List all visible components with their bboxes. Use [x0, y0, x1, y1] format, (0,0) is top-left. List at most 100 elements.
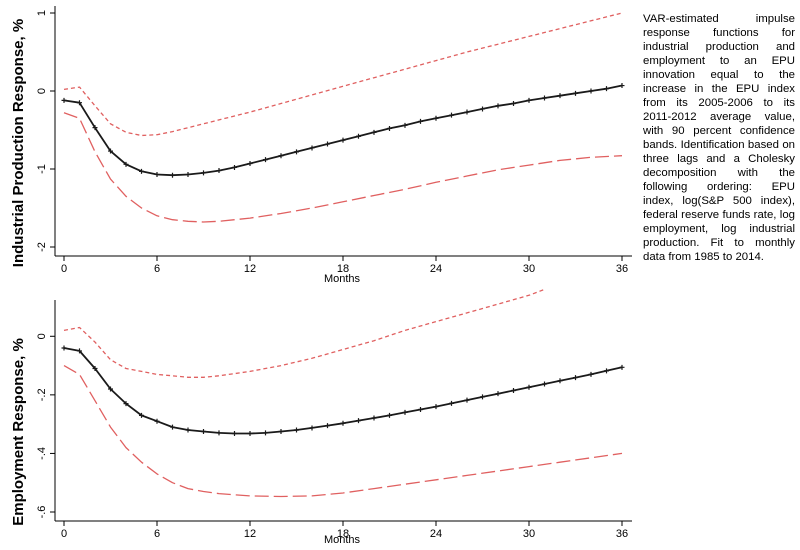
- x-tick-label: 30: [523, 263, 535, 275]
- estimate-point-marker: [573, 375, 578, 381]
- estimate-point-marker: [526, 384, 532, 390]
- estimate-point-marker: [201, 170, 206, 176]
- estimate-point-marker: [325, 141, 330, 147]
- estimate-point-marker: [108, 386, 113, 392]
- estimate-point-marker: [387, 125, 392, 131]
- estimate-point-marker: [309, 425, 315, 431]
- y-tick-label: -2: [36, 242, 48, 252]
- estimate-point-marker: [278, 153, 284, 159]
- employment-panel: Employment Response, % Months 0 -.2 -.4 -.6…: [10, 288, 632, 546]
- series-upper-band-line: [63, 288, 545, 378]
- y-tick-label: -.4: [36, 447, 48, 460]
- estimate-point-marker: [139, 412, 144, 418]
- y-tick-label: -.2: [36, 388, 48, 401]
- estimate-point-marker: [371, 415, 377, 421]
- estimate-point-marker: [402, 122, 408, 128]
- estimate-point-marker: [92, 125, 98, 131]
- estimate-point-marker: [170, 172, 175, 178]
- estimate-point-marker: [185, 427, 191, 433]
- x-tick-label: 18: [337, 528, 349, 540]
- estimate-point-marker: [371, 129, 377, 135]
- estimate-point-marker: [216, 168, 222, 174]
- estimate-point-marker: [325, 423, 330, 429]
- estimate-point-marker: [511, 100, 516, 106]
- estimate-point-marker: [433, 404, 439, 410]
- estimate-point-marker: [542, 95, 547, 101]
- estimate-point-marker: [170, 424, 175, 430]
- x-tick-label: 12: [244, 528, 256, 540]
- estimate-point-marker: [449, 112, 454, 118]
- estimate-point-marker: [356, 133, 361, 139]
- estimate-point-marker: [232, 164, 237, 170]
- estimate-point-marker: [573, 90, 578, 96]
- estimate-point-marker: [263, 430, 268, 436]
- series-estimate-line: [63, 347, 623, 435]
- series-estimate-line: [63, 84, 623, 177]
- x-tick-label: 6: [154, 263, 160, 275]
- estimate-point-marker: [604, 368, 609, 374]
- estimate-point-marker: [449, 400, 454, 406]
- estimate-point-marker: [418, 118, 423, 124]
- y-tick-label: 1: [36, 10, 48, 16]
- estimate-point-marker: [402, 409, 408, 415]
- estimate-point-marker: [495, 103, 501, 109]
- estimate-point-marker: [418, 407, 423, 412]
- estimate-point-marker: [387, 412, 392, 418]
- y-axis-title: Employment Response, %: [10, 338, 27, 526]
- x-tick-label: 18: [337, 263, 349, 275]
- estimate-point-marker: [61, 345, 67, 351]
- series-lower-band-line: [63, 365, 623, 498]
- estimate-point-marker: [588, 88, 594, 94]
- estimate-point-marker: [92, 366, 98, 371]
- estimate-point-marker: [619, 83, 625, 89]
- series-upper-band-line: [63, 12, 623, 137]
- estimate-point-marker: [247, 431, 253, 437]
- estimate-point-marker: [557, 378, 563, 384]
- estimate-point-marker: [604, 86, 609, 92]
- x-tick-label: 24: [430, 528, 442, 540]
- y-tick-label: 0: [36, 88, 48, 94]
- estimate-point-marker: [61, 97, 67, 103]
- estimate-point-marker: [356, 418, 361, 424]
- x-tick-label: 24: [430, 263, 442, 275]
- estimate-point-marker: [123, 161, 129, 167]
- estimate-point-marker: [309, 145, 315, 151]
- estimate-point-marker: [619, 364, 625, 370]
- x-axis-title: Months: [324, 534, 361, 546]
- estimate-point-marker: [108, 148, 113, 154]
- estimate-point-marker: [464, 397, 470, 403]
- estimate-point-marker: [77, 100, 82, 106]
- x-tick-label: 30: [523, 528, 535, 540]
- estimate-point-marker: [232, 431, 237, 437]
- estimate-point-marker: [526, 97, 532, 103]
- x-tick-label: 0: [61, 528, 67, 540]
- estimate-point-marker: [340, 420, 346, 426]
- estimate-point-marker: [511, 387, 516, 393]
- estimate-point-marker: [77, 348, 82, 354]
- estimate-point-marker: [464, 109, 470, 115]
- estimate-point-marker: [139, 168, 144, 174]
- x-tick-label: 12: [244, 263, 256, 275]
- estimate-point-marker: [433, 115, 439, 121]
- x-tick-label: 36: [616, 528, 628, 540]
- estimate-point-marker: [201, 428, 206, 434]
- estimate-point-marker: [247, 161, 253, 167]
- estimate-point-marker: [480, 394, 485, 400]
- y-tick-label: -1: [36, 164, 48, 174]
- series-lower-band-line: [63, 112, 623, 223]
- y-tick-label: 0: [36, 333, 48, 339]
- estimate-point-marker: [263, 157, 268, 163]
- x-tick-label: 36: [616, 263, 628, 275]
- estimate-point-marker: [495, 391, 501, 397]
- estimate-point-marker: [557, 93, 563, 99]
- estimate-point-marker: [278, 428, 284, 434]
- estimate-point-marker: [542, 381, 547, 387]
- figure-caption: VAR-estimated impulse response functions…: [643, 13, 795, 263]
- estimate-point-marker: [216, 430, 222, 436]
- estimate-point-marker: [185, 171, 191, 177]
- estimate-point-marker: [154, 171, 160, 177]
- x-axis-title: Months: [324, 273, 361, 285]
- estimate-point-marker: [294, 427, 299, 433]
- y-axis-title: Industrial Production Response, %: [10, 19, 27, 267]
